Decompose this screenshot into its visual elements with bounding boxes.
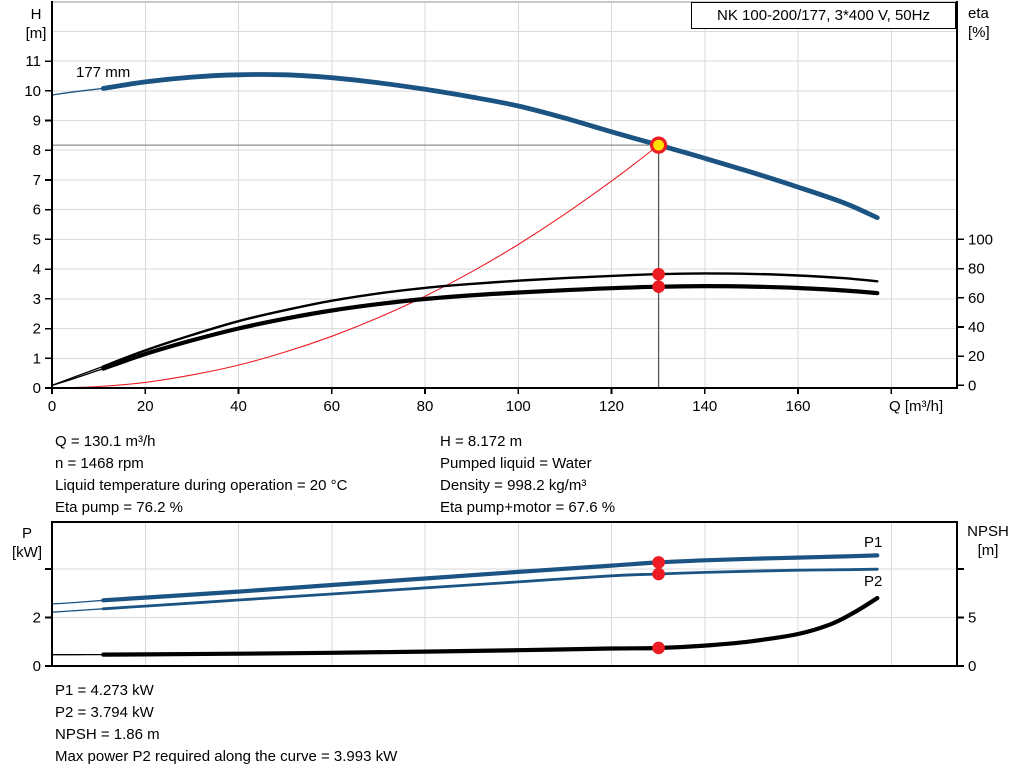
result-max-power: Max power P2 required along the curve = … [55,748,398,765]
npsh-curve [101,596,880,657]
h-axis-title-line2: [m] [25,25,47,42]
NPSH-tick-label: 0 [968,658,976,675]
H-tick-label: 11 [25,53,41,70]
q-tick-label: 100 [506,398,531,415]
H-tick-label: 6 [33,202,41,219]
eta-axis-title: eta [%] [968,4,990,42]
power-npsh-chart: P1 P2 0 2 0 5 [33,521,976,675]
head-curve-177mm-thin-segment [51,87,104,96]
operating-point-dot [652,567,665,581]
info-eta-pump-motor: Eta pump+motor = 67.6 % [440,499,616,516]
result-p1: P1 = 4.273 kW [55,682,154,699]
p-axis-title-line2: [kW] [12,544,42,561]
q-tick-label: 160 [785,398,810,415]
info-liquid-temperature: Liquid temperature during operation = 20… [55,477,348,494]
p2-curve-thin-segment [51,608,104,613]
h-axis-title: H [m] [20,5,52,43]
info-pumped-liquid: Pumped liquid = Water [440,455,592,472]
eta-pump-curve [102,272,879,368]
result-info-block: P1 = 4.273 kW P2 = 3.794 kW NPSH = 1.86 … [55,680,397,768]
head-curve-177mm [100,72,880,221]
q-tick-label: 60 [323,398,340,415]
duty-point-marker[interactable] [649,136,668,154]
pump-title-box: NK 100-200/177, 3*400 V, 50Hz [691,2,956,29]
P-tick-label: 0 [33,658,41,675]
p1-curve-label: P1 [864,534,882,551]
eta-tick-label: 100 [968,231,993,248]
result-npsh: NPSH = 1.86 m [55,726,160,743]
H-tick-label: 0 [33,380,41,397]
q-tick-label: 0 [48,398,56,415]
p-axis-title-line1: P [21,525,32,542]
eta-axis-title-line2: [%] [968,24,990,41]
H-tick-label: 3 [33,291,41,308]
q-tick-label: 80 [417,398,434,415]
p1-curve [101,553,880,603]
eta-tick-label: 80 [968,261,985,278]
p2-curve [101,567,879,611]
duty-info-right-column: H = 8.172 m Pumped liquid = Water Densit… [440,431,615,519]
info-head: H = 8.172 m [440,433,523,450]
info-speed: n = 1468 rpm [55,455,144,472]
operating-point-dot [652,641,665,655]
H-tick-label: 4 [33,261,41,278]
H-tick-label: 2 [33,321,41,338]
eta-tick-label: 60 [968,290,985,307]
q-tick-label: 140 [692,398,717,415]
npsh-axis-title: NPSH [m] [959,522,1017,560]
info-eta-pump: Eta pump = 76.2 % [55,499,183,516]
H-tick-label: 10 [24,83,41,100]
info-density: Density = 998.2 kg/m³ [440,477,587,494]
p2-curve-label: P2 [864,573,882,590]
operating-point-dot [652,267,665,281]
npsh-axis-title-line2: [m] [977,542,999,559]
system-curve [51,144,660,389]
pump-title: NK 100-200/177, 3*400 V, 50Hz [717,7,930,24]
head-curve-177mm-label: 177 mm [76,64,130,81]
NPSH-tick-label: 5 [968,610,976,627]
eta-tick-label: 40 [968,319,985,336]
operating-point-dot [652,280,665,294]
eta-tick-label: 20 [968,348,985,365]
H-tick-label: 8 [33,142,41,159]
npsh-axis-title-line1: NPSH [967,523,1009,540]
p1-curve-thin-segment [51,599,104,605]
info-flow: Q = 130.1 m³/h [55,433,156,450]
H-tick-label: 7 [33,172,41,189]
p-axis-title: P [kW] [6,524,48,562]
eta-pump-motor-curve [101,283,880,371]
result-p2: P2 = 3.794 kW [55,704,154,721]
q-tick-label: 20 [137,398,154,415]
q-axis-title: Q [m³/h] [889,398,944,415]
h-axis-title-line1: H [30,6,42,23]
H-tick-label: 9 [33,113,41,130]
H-tick-label: 1 [33,350,41,367]
eta-tick-label: 0 [968,377,976,394]
eta-axis-title-line1: eta [968,5,989,22]
q-tick-label: 40 [230,398,247,415]
head-efficiency-chart: 177 mm 0 1 2 3 4 5 6 7 8 9 10 11 0 20 40 60 80 100 0 20 40 60 8… [24,1,993,415]
eta-pump-motor-curve-thin-segment [51,367,104,387]
duty-info-left-column: Q = 130.1 m³/h n = 1468 rpm Liquid tempe… [55,431,347,519]
H-tick-label: 5 [33,231,41,248]
operating-point-dot [652,556,665,569]
P-tick-label: 2 [33,610,41,627]
q-tick-label: 120 [599,398,624,415]
